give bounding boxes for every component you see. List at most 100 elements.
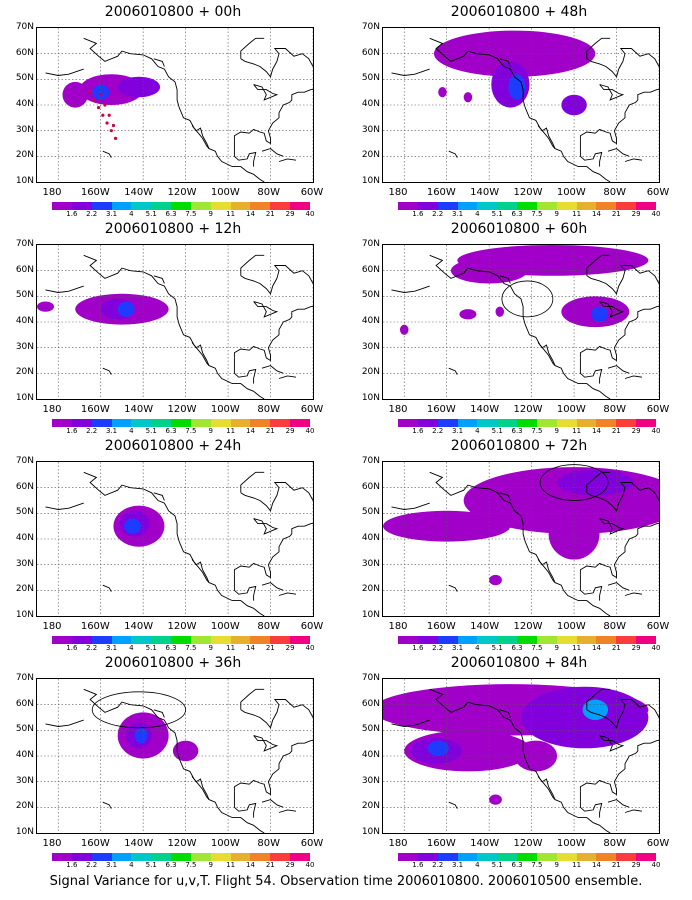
coastline (278, 592, 297, 596)
colorbar-label: 3.1 (451, 427, 464, 435)
coastline (102, 150, 112, 158)
colorbar-swatch (111, 853, 132, 861)
observation-point (101, 113, 105, 117)
variance-area (459, 309, 477, 320)
latitude-label: 10N (361, 610, 380, 620)
coastline (586, 37, 611, 59)
colorbar-label: 2.2 (86, 861, 98, 869)
colorbar-swatch (576, 853, 597, 861)
coastline (240, 482, 313, 512)
coastline (278, 375, 297, 379)
variance-area (521, 686, 649, 749)
colorbar-swatch (52, 202, 72, 210)
variance-area (463, 92, 473, 103)
map-svg (37, 462, 313, 616)
colorbar-label: 4 (129, 644, 134, 652)
colorbar-swatch (230, 419, 251, 427)
coastline (586, 699, 659, 729)
longitude-label: 100W (556, 187, 586, 198)
coastline (253, 518, 279, 535)
colorbar-swatch (210, 853, 231, 861)
colorbar-swatch (497, 202, 518, 210)
coastline (448, 584, 458, 592)
coastline (537, 776, 556, 800)
colorbar-label: 7.5 (531, 644, 543, 652)
latitude-label: 20N (15, 150, 34, 161)
colorbar-label: 6.3 (511, 644, 523, 652)
colorbar-labels: 1.6 2.2 3.1 4 5.1 6.3 7.5 9 11 14 21 29 40 (52, 210, 314, 220)
observation-point (105, 121, 109, 125)
latitude-label: 60N (15, 47, 34, 58)
longitude-label: 120W (167, 187, 197, 198)
latitude-label: 50N (361, 507, 380, 518)
colorbar-label: 5.1 (491, 861, 503, 869)
longitude-label: 60W (300, 838, 324, 849)
longitude-label: 180 (42, 621, 62, 632)
colorbar-swatch (636, 636, 656, 644)
colorbar-label: 40 (305, 644, 315, 652)
colorbar-label: 1.6 (412, 861, 424, 869)
coastline (233, 791, 257, 818)
colorbar-label: 1.6 (66, 861, 78, 869)
longitude-label: 160W (426, 621, 456, 632)
colorbar-swatch (210, 202, 231, 210)
longitude-label: 140W (124, 621, 154, 632)
colorbar (398, 419, 656, 427)
colorbar (52, 419, 310, 427)
colorbar-swatch (596, 853, 617, 861)
latitude-label: 20N (15, 801, 34, 812)
colorbar-label: 1.6 (66, 210, 78, 218)
longitude-label: 80W (257, 838, 280, 849)
colorbar-label: 40 (651, 644, 661, 652)
latitude-label: 20N (361, 584, 380, 595)
variance-area (427, 740, 449, 756)
coastline (448, 801, 458, 809)
latitude-label: 70N (15, 673, 34, 683)
coastline (537, 559, 556, 583)
latitude-label: 70N (361, 22, 380, 32)
colorbar-label: 9 (554, 644, 559, 652)
variance-area (438, 87, 447, 98)
coastline (45, 68, 84, 76)
longitude-label: 60W (646, 404, 670, 415)
colorbar-label: 40 (305, 427, 315, 435)
colorbar-label: 14 (245, 427, 255, 435)
coastline (579, 306, 659, 362)
colorbar-label: 2.2 (432, 644, 444, 652)
colorbar-label: 4 (129, 210, 134, 218)
colorbar-label: 40 (305, 861, 315, 869)
colorbar-label: 11 (572, 427, 582, 435)
coastline (429, 37, 611, 182)
colorbar (398, 202, 656, 210)
longitude-label: 140W (470, 838, 500, 849)
coastline (579, 89, 659, 145)
colorbar-label: 4 (129, 427, 134, 435)
latitude-label: 50N (15, 507, 34, 518)
colorbar-swatch (171, 636, 191, 644)
latitude-label: 10N (15, 176, 34, 186)
coastline (607, 582, 630, 591)
latitude-label: 10N (361, 827, 380, 837)
colorbar-label: 29 (631, 210, 641, 218)
longitude-label: 60W (300, 404, 324, 415)
latitude-label: 30N (15, 558, 34, 569)
longitude-label: 160W (80, 404, 110, 415)
observation-point (111, 123, 116, 128)
longitude-label: 140W (124, 404, 154, 415)
longitude-label: 100W (210, 404, 240, 415)
colorbar-swatch (398, 636, 418, 644)
longitude-label: 100W (210, 838, 240, 849)
coastline (599, 735, 625, 752)
latitude-label: 70N (361, 239, 380, 249)
colorbar-swatch (151, 853, 172, 861)
colorbar (52, 636, 310, 644)
longitude-label: 160W (426, 838, 456, 849)
longitude-label: 120W (513, 187, 543, 198)
coastline (233, 306, 313, 362)
longitude-label: 100W (556, 404, 586, 415)
colorbar-swatch (477, 636, 498, 644)
latitude-label: 20N (361, 367, 380, 378)
colorbar-swatch (497, 853, 518, 861)
coastline (191, 559, 210, 583)
map-area (382, 27, 660, 183)
